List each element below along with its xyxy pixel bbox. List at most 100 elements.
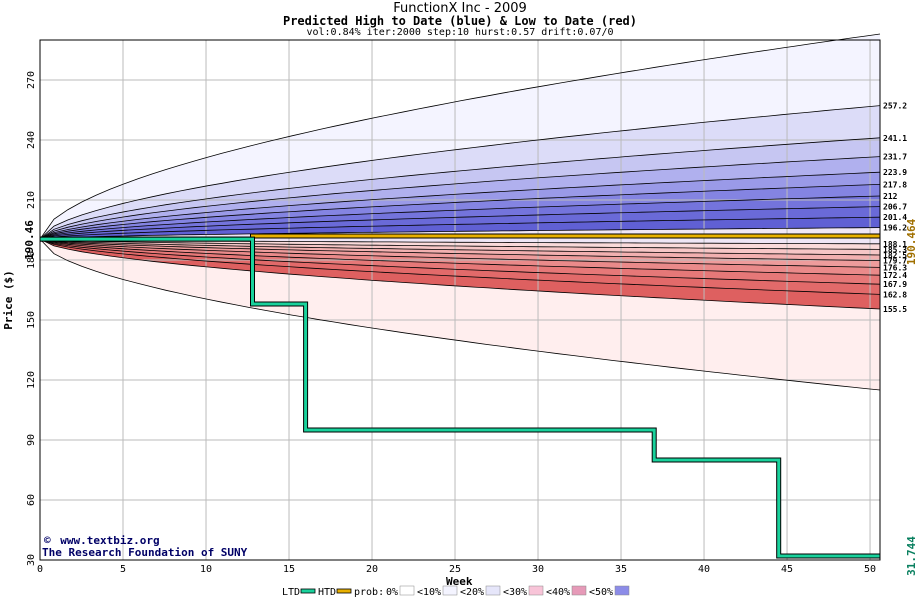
- legend-htd-swatch: [336, 588, 352, 594]
- high-band-2: [40, 137, 880, 240]
- right-value-label: 190.464: [905, 218, 918, 265]
- ltd-series-line: [40, 237, 880, 558]
- y-tick-label: 60: [26, 494, 37, 506]
- legend-item-swatch: [442, 585, 458, 596]
- x-tick-label: 20: [366, 564, 378, 575]
- band-end-label: 206.7: [883, 203, 907, 212]
- credit-line-1: © www.textbiz.org: [44, 529, 160, 548]
- x-tick-label: 0: [37, 564, 43, 575]
- x-tick-label: 25: [449, 564, 461, 575]
- band-boundary: [39, 33, 881, 240]
- band-end-label: 201.4: [883, 213, 907, 222]
- band-boundary: [39, 238, 881, 310]
- y-tick-label: 180: [26, 251, 37, 269]
- probability-bands: [40, 34, 880, 390]
- y-tick-label: 210: [26, 191, 37, 209]
- band-boundary: [39, 238, 881, 268]
- band-boundary: [39, 238, 881, 295]
- band-end-label: 212: [883, 192, 898, 201]
- x-tick-label: 45: [781, 564, 793, 575]
- band-boundary: [39, 238, 881, 391]
- legend-item-label: <20%: [460, 587, 484, 598]
- band-end-label: 167.9: [883, 280, 907, 289]
- band-boundary: [39, 238, 881, 261]
- legend-htd-label: HTD: [318, 587, 336, 598]
- legend-ltd-swatch: [300, 588, 316, 594]
- y-tick-label: 120: [26, 371, 37, 389]
- band-boundary: [39, 184, 881, 240]
- high-band-4: [40, 172, 880, 240]
- band-end-label: 176.3: [883, 263, 907, 272]
- y-tick-label: 270: [26, 71, 37, 89]
- y-axis-label: Price ($): [2, 270, 15, 330]
- band-end-label: 241.1: [883, 134, 907, 143]
- band-boundary: [39, 216, 881, 240]
- chart-subtitle: Predicted High to Date (blue) & Low to D…: [282, 14, 637, 28]
- band-end-label: 196.2: [883, 224, 907, 233]
- legend-item-swatch: [485, 585, 501, 596]
- legend-item-swatch: [399, 585, 415, 596]
- legend: LTD HTD prob: 0% <10% <20% <30% <40% <50%: [282, 585, 630, 598]
- high-band-7: [40, 206, 880, 240]
- band-end-label: 217.8: [883, 180, 907, 189]
- band-end-label: 231.7: [883, 153, 907, 162]
- x-tick-label: 50: [864, 564, 876, 575]
- x-tick-label: 30: [532, 564, 544, 575]
- x-tick-label: 5: [120, 564, 126, 575]
- legend-item-swatch: [614, 585, 630, 596]
- legend-prob-label: prob:: [354, 587, 384, 598]
- x-tick-label: 15: [283, 564, 295, 575]
- band-boundary: [39, 156, 881, 240]
- x-tick-label: 35: [615, 564, 627, 575]
- low-band-8: [40, 239, 880, 309]
- y-tick-label: 30: [26, 554, 37, 566]
- band-end-label: 179.7: [883, 257, 907, 266]
- band-boundary: [39, 171, 881, 240]
- band-end-label: 172.4: [883, 271, 907, 280]
- band-boundary: [39, 238, 881, 276]
- legend-item-swatch: [528, 585, 544, 596]
- plot-frame: [39, 39, 881, 561]
- band-boundary: [39, 195, 881, 240]
- credit-line-2: The Research Foundation of SUNY: [42, 546, 248, 559]
- chart-title: FunctionX Inc - 2009: [393, 1, 527, 16]
- band-boundary: [39, 238, 881, 256]
- y-tick-label: 150: [26, 311, 37, 329]
- high-band-0: [40, 34, 880, 240]
- x-tick-label: 40: [698, 564, 710, 575]
- band-boundary: [39, 105, 881, 240]
- band-boundary: [39, 206, 881, 240]
- legend-item-label: <50%: [589, 587, 613, 598]
- band-boundary: [39, 137, 881, 240]
- band-boundary: [39, 238, 881, 250]
- high-band-1: [40, 105, 880, 240]
- band-end-label: 223.9: [883, 168, 907, 177]
- low-band-7: [40, 239, 880, 295]
- bottom-value-label: 31.744: [905, 536, 918, 576]
- low-band-6: [40, 239, 880, 285]
- x-axis-label: Week: [446, 575, 473, 588]
- band-end-label: 182.5: [883, 251, 907, 260]
- low-band-2: [40, 239, 880, 255]
- y-tick-label: 90: [26, 434, 37, 446]
- legend-item-label: 0%: [386, 587, 398, 598]
- band-end-label: 188.1: [883, 240, 907, 249]
- band-end-label: 155.5: [883, 305, 907, 314]
- band-end-label: 257.2: [883, 102, 907, 111]
- legend-ltd-label: LTD: [282, 587, 300, 598]
- band-end-label: 162.8: [883, 290, 907, 299]
- chart-parameters: vol:0.84% iter:2000 step:10 hurst:0.57 d…: [306, 27, 614, 38]
- data-series: [40, 233, 880, 559]
- low-band-5: [40, 239, 880, 276]
- high-band-3: [40, 156, 880, 240]
- legend-item-swatch: [571, 585, 587, 596]
- legend-item-label: <40%: [546, 587, 570, 598]
- axes: 0 5 10 15 20 25 30 35 40 45 50 30 60 90 120 150 180 210 24…: [26, 39, 881, 575]
- band-boundary: [39, 238, 881, 285]
- band-boundary: [39, 227, 881, 240]
- start-price-label: 190.46: [23, 220, 36, 260]
- legend-item-label: <30%: [503, 587, 527, 598]
- band-end-label: 185.3: [883, 245, 907, 254]
